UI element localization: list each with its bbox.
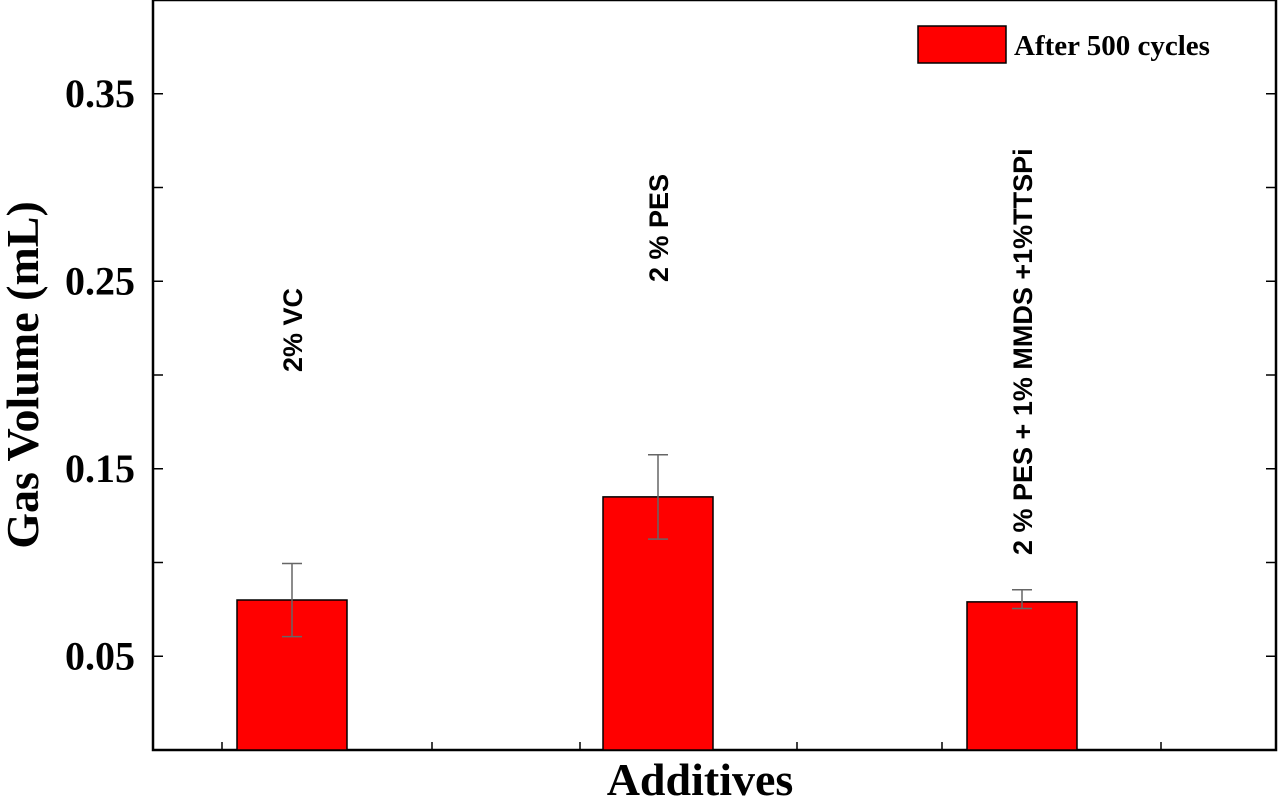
legend: After 500 cycles <box>917 25 1210 64</box>
bar <box>966 601 1078 751</box>
legend-label: After 500 cycles <box>1014 30 1210 62</box>
bars <box>236 453 1078 751</box>
legend-swatch <box>917 25 1007 64</box>
y-tick-label: 0.25 <box>65 258 135 303</box>
x-axis-title: Additives <box>607 754 794 797</box>
y-tick-label: 0.05 <box>65 633 135 678</box>
y-tick-label: 0.35 <box>65 71 135 116</box>
axes: 0.05 0.15 0.25 0.35 <box>65 0 1278 752</box>
category-label: 2 % PES <box>644 174 674 282</box>
bar-labels: 2% VC 2 % PES 2 % PES + 1% MMDS +1%TTSPi <box>278 148 1038 555</box>
category-label: 2 % PES + 1% MMDS +1%TTSPi <box>1008 148 1038 555</box>
category-label: 2% VC <box>278 288 308 372</box>
y-tick-label: 0.15 <box>65 446 135 491</box>
y-axis-title: Gas Volume (mL) <box>0 201 48 549</box>
